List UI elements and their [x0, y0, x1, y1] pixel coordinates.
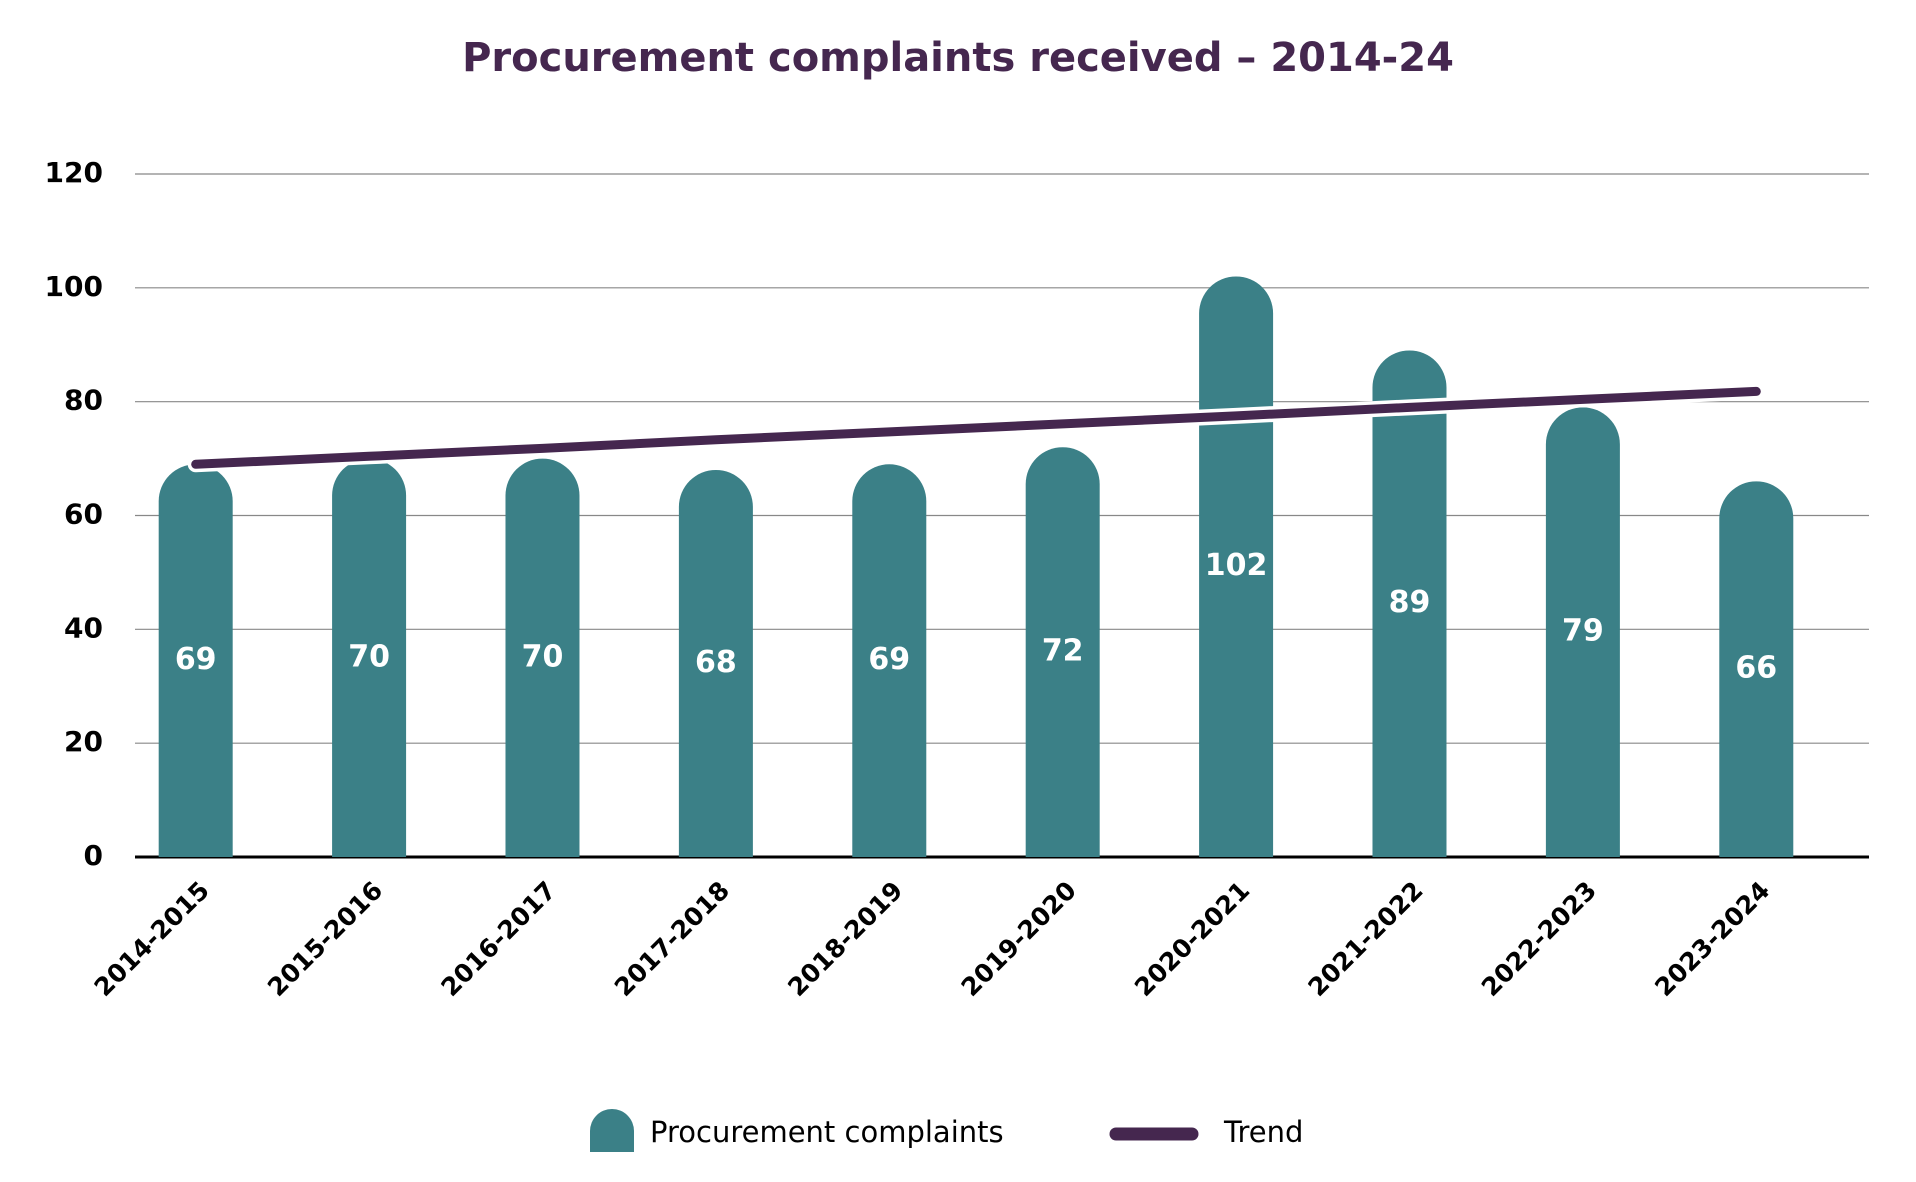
legend-swatch	[590, 1109, 634, 1152]
x-tick-label: 2018-2019	[782, 876, 908, 1002]
bar	[505, 458, 580, 857]
legend-label: Procurement complaints	[650, 1115, 1004, 1149]
y-tick-label: 100	[45, 270, 103, 303]
bar	[158, 464, 233, 857]
data-label: 70	[522, 639, 564, 674]
x-tick-label: 2014-2015	[89, 876, 215, 1002]
bar	[1025, 447, 1100, 857]
data-label: 70	[348, 639, 390, 674]
data-label: 66	[1735, 651, 1777, 686]
bar	[1372, 350, 1447, 857]
x-tick-label: 2023-2024	[1649, 876, 1775, 1002]
trend-line	[191, 386, 1761, 469]
bar	[1545, 407, 1620, 857]
y-tick-label: 20	[64, 725, 103, 758]
y-tick-label: 120	[45, 156, 103, 189]
x-tick-label: 2016-2017	[435, 876, 561, 1002]
x-tick-label: 2021-2022	[1302, 876, 1428, 1002]
bar	[1719, 481, 1794, 857]
x-tick-label: 2020-2021	[1129, 876, 1255, 1002]
y-tick-label: 80	[64, 384, 103, 417]
data-label: 69	[175, 642, 217, 677]
bar	[678, 469, 753, 857]
data-label: 89	[1389, 585, 1431, 620]
x-tick-label: 2015-2016	[262, 876, 388, 1002]
chart-title: Procurement complaints received – 2014-2…	[462, 35, 1454, 81]
x-tick-label: 2019-2020	[956, 876, 1082, 1002]
bar	[332, 458, 407, 857]
y-tick-label: 40	[64, 611, 103, 644]
data-label: 72	[1042, 634, 1084, 669]
data-label: 69	[868, 642, 910, 677]
data-label: 102	[1205, 548, 1268, 583]
x-tick-label: 2022-2023	[1476, 876, 1602, 1002]
y-tick-label: 60	[64, 498, 103, 531]
legend-label: Trend	[1223, 1115, 1303, 1149]
data-label: 68	[695, 645, 737, 680]
y-tick-label: 0	[84, 839, 103, 872]
data-label: 79	[1562, 614, 1604, 649]
x-tick-label: 2017-2018	[609, 876, 735, 1002]
bar	[852, 464, 927, 857]
